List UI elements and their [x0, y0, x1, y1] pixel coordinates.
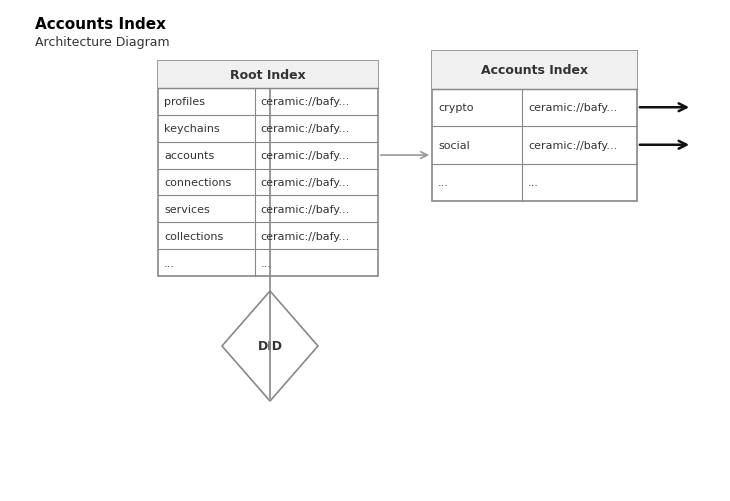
Text: ...: ...	[438, 178, 449, 188]
Text: ceramic://bafy...: ceramic://bafy...	[529, 140, 618, 150]
Text: Accounts Index: Accounts Index	[35, 17, 166, 32]
Text: ceramic://bafy...: ceramic://bafy...	[261, 231, 350, 241]
Text: Root Index: Root Index	[230, 69, 306, 82]
Text: accounts: accounts	[164, 151, 214, 161]
Bar	[432, 52, 637, 89]
Bar	[158, 62, 378, 89]
Text: collections: collections	[164, 231, 223, 241]
Text: ...: ...	[261, 258, 272, 268]
Text: connections: connections	[164, 177, 231, 187]
Text: ...: ...	[164, 258, 175, 268]
Text: services: services	[164, 204, 210, 214]
Text: DID: DID	[258, 340, 283, 353]
Text: profiles: profiles	[164, 97, 205, 107]
Text: crypto: crypto	[438, 103, 474, 113]
Text: social: social	[438, 140, 469, 150]
Text: ceramic://bafy...: ceramic://bafy...	[261, 177, 350, 187]
Bar	[158, 62, 378, 277]
Text: ceramic://bafy...: ceramic://bafy...	[261, 151, 350, 161]
Text: ceramic://bafy...: ceramic://bafy...	[529, 103, 618, 113]
Text: ceramic://bafy...: ceramic://bafy...	[261, 97, 350, 107]
Text: ...: ...	[529, 178, 539, 188]
Text: ceramic://bafy...: ceramic://bafy...	[261, 124, 350, 134]
Text: Architecture Diagram: Architecture Diagram	[35, 36, 169, 49]
Bar	[432, 52, 637, 201]
Text: keychains: keychains	[164, 124, 220, 134]
Text: ceramic://bafy...: ceramic://bafy...	[261, 204, 350, 214]
Text: Accounts Index: Accounts Index	[481, 64, 588, 77]
